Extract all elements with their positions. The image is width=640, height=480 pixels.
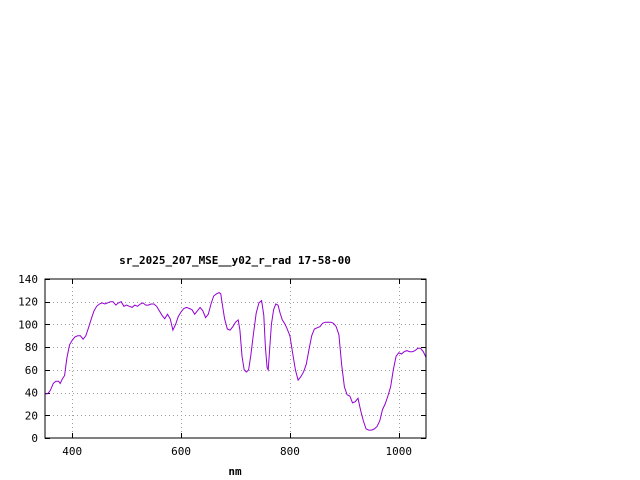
- y-tick-labels: 0 20 40 60 80 100 120 140: [18, 273, 38, 445]
- x-axis-label: nm: [228, 465, 242, 478]
- y-tick-label: 140: [18, 273, 38, 286]
- y-tick-label: 60: [25, 364, 38, 377]
- y-tick-label: 40: [25, 387, 38, 400]
- y-tick-label: 100: [18, 318, 38, 331]
- x-tick-label: 1000: [386, 445, 413, 458]
- chart-title: sr_2025_207_MSE__y02_r_rad 17-58-00: [119, 254, 351, 267]
- plot-frame: [44, 278, 427, 439]
- x-tick-label: 800: [280, 445, 300, 458]
- x-tick-label: 400: [62, 445, 82, 458]
- y-tick-label: 0: [31, 432, 38, 445]
- grid: [45, 279, 426, 438]
- y-tick-label: 20: [25, 409, 38, 422]
- y-tick-label: 80: [25, 341, 38, 354]
- x-tick-label: 600: [171, 445, 191, 458]
- y-tick-label: 120: [18, 296, 38, 309]
- tick-marks: [45, 279, 426, 439]
- series-line: [45, 292, 427, 431]
- x-tick-labels: 400 600 800 1000: [62, 445, 412, 458]
